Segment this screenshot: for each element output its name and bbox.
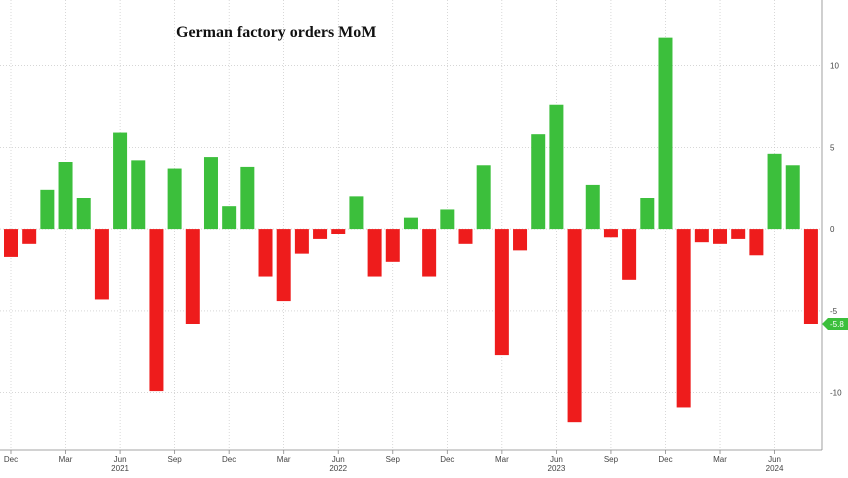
bar [222,206,237,230]
bar [294,229,309,254]
bar [403,217,418,230]
x-tick-label: Sep [386,455,401,464]
y-tick-label: 10 [830,61,839,70]
x-tick-label: Sep [168,455,183,464]
bar [331,229,346,234]
x-tick-label: Jun [550,455,563,464]
y-tick-label: -5 [830,307,838,316]
bar [313,229,328,239]
y-tick-label: -10 [830,389,842,398]
x-tick-label: Jun [332,455,345,464]
bar [22,229,37,244]
chart-title: German factory orders MoM [176,24,376,41]
y-tick-label: 0 [830,225,835,234]
bar [385,229,400,262]
bar [440,209,455,230]
bar [749,229,764,256]
x-tick-label: Jun [114,455,127,464]
bar [167,168,182,230]
x-tick-label: Mar [277,455,291,464]
bar [113,132,128,230]
bar [603,229,618,238]
bar [422,229,437,277]
x-tick-label: Dec [222,455,236,464]
x-tick-label: Mar [495,455,509,464]
year-label: 2023 [548,464,566,473]
year-label: 2021 [111,464,129,473]
bar [585,184,600,230]
x-tick-label: Dec [440,455,454,464]
bar [458,229,473,244]
bar [4,229,18,257]
x-tick-label: Dec [658,455,672,464]
bar [567,229,582,423]
bar [549,104,564,230]
bar [494,229,509,356]
bar [367,229,382,277]
bar [58,162,73,230]
bar-layer [4,37,818,423]
bar [676,229,691,408]
bar [785,165,800,230]
bar [203,157,218,230]
bar [640,198,655,230]
last-value-badge [822,318,848,330]
bar [531,134,546,230]
x-tick-label: Mar [59,455,73,464]
x-tick-label: Mar [713,455,727,464]
y-tick-label: 5 [830,143,835,152]
bar [513,229,528,251]
last-value-label: -5.8 [830,320,844,329]
bar [258,229,273,277]
bar [713,229,728,244]
bar [149,229,164,392]
bar [476,165,491,230]
bar [40,189,55,230]
bar [803,229,818,324]
bar [185,229,200,324]
bar [240,166,255,230]
bar [658,37,673,230]
year-label: 2024 [766,464,784,473]
bar [622,229,637,280]
bar [131,160,146,230]
bar [76,198,91,230]
x-tick-label: Sep [604,455,619,464]
bar [276,229,291,302]
bar [767,153,782,230]
bar [94,229,109,300]
x-tick-label: Jun [768,455,781,464]
year-label: 2022 [329,464,347,473]
bar [694,229,709,243]
bar [731,229,746,239]
x-tick-label: Dec [4,455,18,464]
bar [349,196,364,230]
